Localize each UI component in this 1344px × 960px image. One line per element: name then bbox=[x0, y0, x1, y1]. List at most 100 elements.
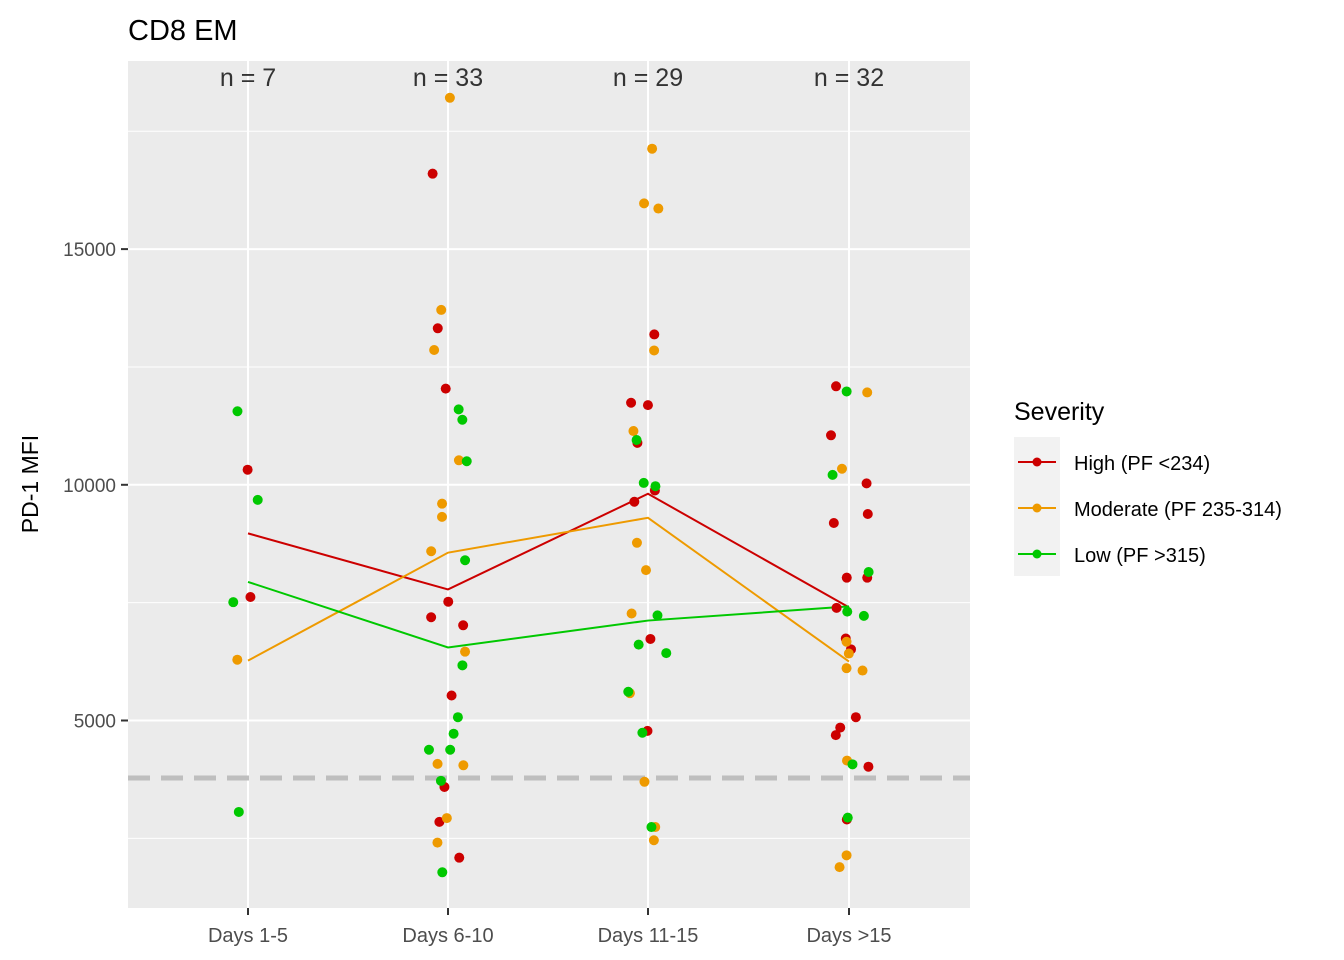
data-point bbox=[432, 758, 443, 769]
count-label: n = 7 bbox=[220, 64, 276, 92]
data-point bbox=[460, 646, 471, 657]
data-point bbox=[831, 381, 842, 392]
data-point bbox=[841, 386, 852, 397]
data-point bbox=[652, 610, 663, 621]
data-point bbox=[434, 816, 445, 827]
data-point bbox=[242, 464, 253, 475]
data-point bbox=[857, 665, 868, 676]
data-point bbox=[841, 572, 852, 583]
data-point bbox=[649, 345, 660, 356]
data-point bbox=[850, 712, 861, 723]
legend-title: Severity bbox=[1014, 398, 1105, 426]
data-point bbox=[232, 654, 243, 665]
data-point bbox=[828, 517, 839, 528]
x-axis: Days 1-5 Days 6-10 Days 11-15 Days >15 bbox=[208, 908, 892, 947]
data-point bbox=[232, 406, 243, 417]
data-point bbox=[645, 633, 656, 644]
legend-label: Low (PF >315) bbox=[1074, 545, 1206, 567]
legend-label: Moderate (PF 235-314) bbox=[1074, 499, 1282, 521]
data-point bbox=[646, 822, 657, 833]
data-point bbox=[827, 469, 838, 480]
data-point bbox=[861, 478, 872, 489]
data-point bbox=[461, 456, 472, 467]
data-point bbox=[863, 761, 874, 772]
data-point bbox=[444, 92, 455, 103]
data-point bbox=[638, 477, 649, 488]
data-point bbox=[426, 612, 437, 623]
data-point bbox=[642, 400, 653, 411]
data-point bbox=[641, 565, 652, 576]
data-point bbox=[639, 776, 650, 787]
data-point bbox=[629, 496, 640, 507]
data-point bbox=[841, 636, 852, 647]
data-point bbox=[441, 813, 452, 824]
y-axis-label: PD-1 MFI bbox=[17, 435, 43, 533]
data-point bbox=[862, 509, 873, 520]
data-point bbox=[639, 198, 650, 209]
data-point bbox=[460, 555, 471, 566]
data-point bbox=[445, 744, 456, 755]
data-point bbox=[633, 639, 644, 650]
legend: Severity High (PF <234) Moderate (PF 235-… bbox=[1014, 398, 1282, 576]
chart-title: CD8 EM bbox=[128, 15, 238, 47]
data-point bbox=[650, 481, 661, 492]
data-point bbox=[440, 383, 451, 394]
series-lines bbox=[247, 492, 850, 663]
data-point bbox=[623, 686, 634, 697]
data-point bbox=[637, 727, 648, 738]
data-point bbox=[458, 760, 469, 771]
data-point bbox=[458, 620, 469, 631]
data-point bbox=[836, 463, 847, 474]
data-point bbox=[628, 426, 639, 437]
legend-key-point bbox=[1032, 503, 1042, 513]
data-point bbox=[435, 775, 446, 786]
count-label: n = 33 bbox=[413, 64, 483, 92]
data-point bbox=[427, 168, 438, 179]
legend-key-point bbox=[1032, 549, 1042, 559]
data-point bbox=[830, 730, 841, 741]
count-label: n = 32 bbox=[814, 64, 884, 92]
x-tick-label: Days >15 bbox=[806, 925, 891, 947]
data-point bbox=[446, 690, 457, 701]
data-point bbox=[826, 430, 837, 441]
data-point bbox=[834, 862, 845, 873]
data-point bbox=[841, 850, 852, 861]
data-point bbox=[432, 837, 443, 848]
y-tick-label: 5000 bbox=[74, 712, 116, 733]
y-tick-label: 10000 bbox=[63, 476, 116, 497]
legend-key-point bbox=[1032, 457, 1042, 467]
data-point bbox=[437, 498, 448, 509]
data-point bbox=[626, 397, 637, 408]
data-point bbox=[448, 728, 459, 739]
data-point bbox=[842, 606, 853, 617]
minor-gridlines bbox=[128, 130, 970, 839]
series-line bbox=[247, 580, 850, 649]
data-point bbox=[423, 744, 434, 755]
data-point bbox=[863, 567, 874, 578]
data-point bbox=[661, 648, 672, 659]
data-point bbox=[649, 329, 660, 340]
data-point bbox=[245, 591, 256, 602]
x-tick-label: Days 6-10 bbox=[402, 925, 493, 947]
y-axis: 5000 10000 15000 bbox=[63, 240, 128, 733]
data-point bbox=[626, 608, 637, 619]
x-tick-label: Days 1-5 bbox=[208, 925, 288, 947]
data-point bbox=[426, 546, 437, 557]
data-point bbox=[452, 712, 463, 723]
data-point bbox=[252, 494, 263, 505]
data-point bbox=[843, 648, 854, 659]
data-point bbox=[835, 722, 846, 733]
count-label: n = 29 bbox=[613, 64, 683, 92]
data-point bbox=[847, 759, 858, 770]
data-point bbox=[432, 323, 443, 334]
data-point bbox=[858, 610, 869, 621]
data-point bbox=[233, 806, 244, 817]
count-labels: n = 7 n = 33 n = 29 n = 32 bbox=[220, 64, 884, 92]
data-point bbox=[653, 203, 664, 214]
data-point bbox=[842, 812, 853, 823]
legend-label: High (PF <234) bbox=[1074, 453, 1210, 475]
data-point bbox=[453, 455, 464, 466]
data-point bbox=[228, 597, 239, 608]
data-point bbox=[443, 596, 454, 607]
data-point bbox=[437, 867, 448, 878]
